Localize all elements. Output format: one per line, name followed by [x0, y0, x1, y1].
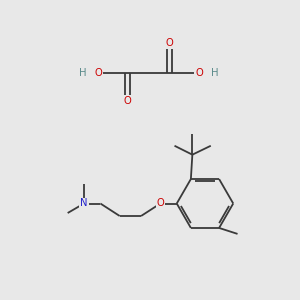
Text: O: O [165, 38, 173, 48]
Text: H: H [79, 68, 86, 78]
Text: O: O [195, 68, 203, 78]
Text: O: O [157, 199, 164, 208]
Text: O: O [124, 96, 132, 106]
Text: O: O [94, 68, 102, 78]
Text: N: N [80, 199, 88, 208]
Text: H: H [211, 68, 218, 78]
